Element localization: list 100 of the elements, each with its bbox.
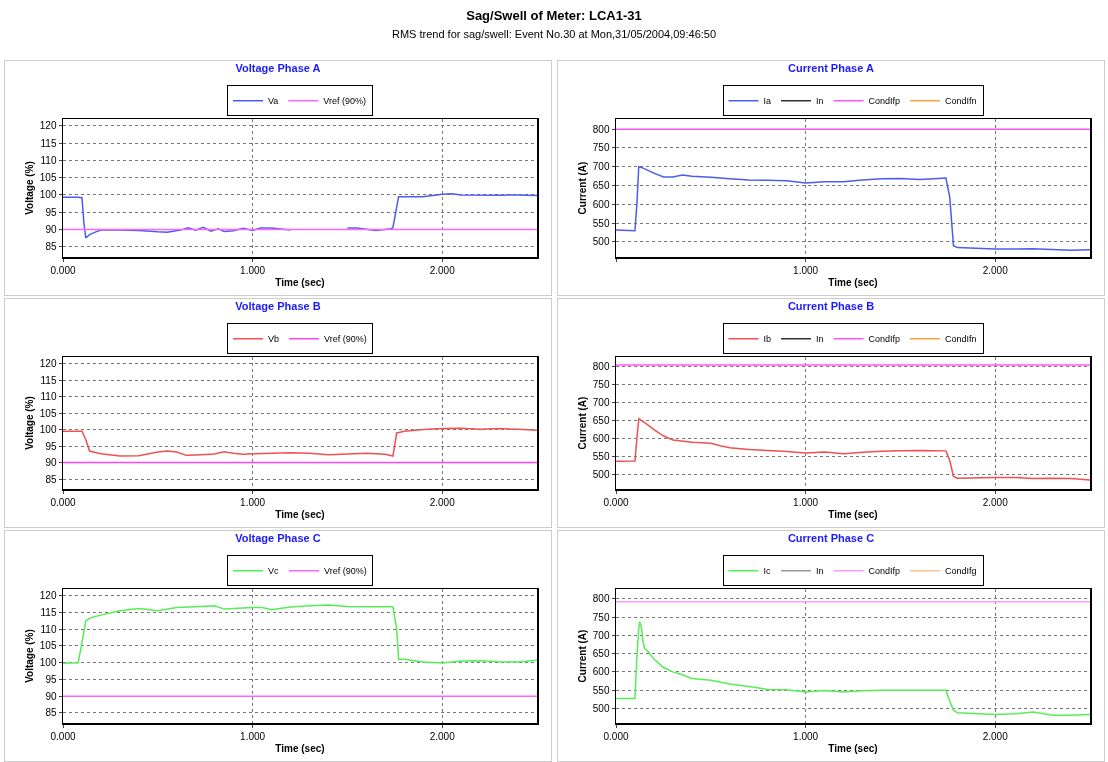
x-tick-label: 2.000 (982, 264, 1009, 276)
y-tick-label: 115 (40, 606, 57, 618)
y-tick-label: 700 (592, 161, 610, 173)
x-axis-title: Time (sec) (828, 276, 878, 288)
y-axis-title: Voltage (%) (24, 396, 36, 450)
y-tick-label: 800 (592, 361, 610, 373)
y-tick-label: 105 (39, 640, 57, 652)
x-tick-label: 1.000 (240, 264, 266, 276)
y-tick-label: 700 (592, 397, 610, 409)
y-tick-label: 90 (45, 690, 57, 702)
y-tick-label: 100 (39, 657, 57, 669)
x-tick-label: 0.000 (50, 496, 76, 508)
y-tick-label: 550 (592, 684, 610, 696)
y-tick-label: 95 (45, 206, 57, 218)
legend-label: CondIfp (868, 566, 901, 577)
x-tick-label: 1.000 (240, 496, 266, 508)
legend-label: Vb (268, 334, 280, 345)
legend-label: In (816, 334, 824, 345)
y-tick-label: 85 (45, 473, 57, 485)
y-axis-title: Voltage (%) (24, 629, 36, 683)
legend-label: Vref (90%) (324, 566, 367, 577)
y-tick-label: 600 (592, 433, 610, 445)
x-axis-title: Time (sec) (828, 508, 878, 520)
x-axis-title: Time (sec) (828, 742, 878, 754)
legend-label: CondIfn (945, 96, 977, 107)
y-tick-label: 85 (45, 707, 57, 719)
text: RMS trend for sag/swell: Event No.30 at Mon,31/05/2004,09:46:50 (390, 28, 718, 40)
y-tick-label: 100 (39, 424, 57, 436)
y-tick-label: 100 (39, 189, 57, 201)
y-tick-label: 120 (39, 358, 57, 370)
x-tick-label: 2.000 (982, 730, 1009, 742)
y-tick-label: 650 (592, 180, 610, 192)
chart-title: Current Phase B (787, 300, 875, 313)
legend-label: Vc (268, 566, 279, 577)
x-tick-label: 0.000 (50, 264, 76, 276)
y-tick-label: 550 (592, 217, 610, 229)
y-tick-label: 750 (592, 379, 610, 391)
x-tick-label: 0.000 (50, 730, 76, 742)
y-tick-label: 600 (592, 666, 610, 678)
legend-label: CondIfp (868, 96, 901, 107)
x-axis-title: Time (sec) (275, 742, 325, 754)
x-axis-title: Time (sec) (275, 276, 325, 288)
y-axis-title: Current (A) (577, 396, 589, 450)
y-tick-label: 120 (39, 120, 57, 132)
x-axis-title: Time (sec) (275, 508, 325, 520)
y-tick-label: 500 (592, 702, 610, 714)
legend-label: Vref (90%) (324, 334, 367, 345)
y-tick-label: 85 (45, 241, 57, 253)
y-tick-label: 700 (592, 629, 610, 641)
legend-label: Va (268, 96, 279, 107)
y-tick-label: 750 (592, 142, 610, 154)
y-tick-label: 500 (592, 236, 610, 248)
y-tick-label: 600 (592, 198, 610, 210)
y-tick-label: 115 (40, 137, 57, 149)
y-tick-label: 90 (45, 457, 57, 469)
chart-title: Voltage Phase B (235, 300, 321, 313)
y-tick-label: 110 (40, 623, 57, 635)
text: Sag/Swell of Meter: LCA1-31 (465, 8, 643, 23)
legend-label: CondIfg (945, 566, 977, 577)
line-series (616, 166, 1090, 251)
x-tick-label: 2.000 (429, 264, 456, 276)
y-tick-label: 650 (592, 415, 610, 427)
legend-label: Ic (763, 566, 771, 577)
legend-label: Ia (763, 96, 772, 107)
y-axis-title: Current (A) (577, 161, 589, 215)
y-tick-label: 105 (39, 172, 57, 184)
legend-label: In (816, 96, 824, 107)
y-axis-title: Current (A) (577, 629, 589, 683)
legend-label: In (816, 566, 824, 577)
x-tick-label: 1.000 (793, 730, 819, 742)
y-tick-label: 90 (45, 223, 57, 235)
legend-label: Vref (90%) (323, 96, 367, 107)
x-tick-label: 2.000 (982, 496, 1009, 508)
line-series (616, 620, 1090, 717)
chart-title: Current Phase C (787, 532, 875, 545)
y-tick-label: 110 (40, 391, 57, 403)
y-tick-label: 115 (40, 374, 57, 386)
x-tick-label: 1.000 (240, 730, 266, 742)
line-series (63, 427, 537, 457)
x-tick-label: 0.000 (603, 730, 629, 742)
legend-label: CondIfp (868, 334, 901, 345)
x-tick-label: 2.000 (429, 730, 456, 742)
x-tick-label: 0.000 (603, 496, 629, 508)
y-tick-label: 110 (40, 154, 57, 166)
legend-label: CondIfn (945, 334, 977, 345)
y-tick-label: 750 (592, 611, 610, 623)
y-tick-label: 550 (592, 451, 610, 463)
y-tick-label: 500 (592, 469, 610, 481)
y-tick-label: 105 (39, 407, 57, 419)
chart-title: Voltage Phase A (235, 62, 321, 75)
y-tick-label: 800 (592, 123, 610, 135)
legend-label: Ib (763, 334, 772, 345)
y-tick-label: 120 (39, 590, 57, 602)
x-tick-label: 2.000 (429, 496, 456, 508)
y-tick-label: 650 (592, 648, 610, 660)
y-tick-label: 95 (45, 440, 57, 452)
line-series (63, 604, 537, 665)
y-axis-title: Voltage (%) (24, 161, 36, 215)
line-series (616, 418, 1090, 481)
chart-title: Voltage Phase C (235, 532, 321, 545)
